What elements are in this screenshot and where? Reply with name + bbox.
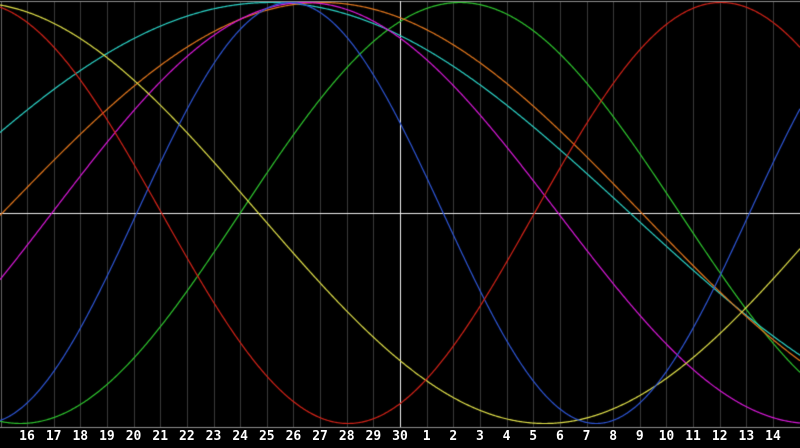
x-axis-label-29: 29: [366, 430, 382, 444]
x-axis-label-26: 26: [286, 430, 302, 444]
x-axis-label-2: 2: [449, 430, 457, 444]
x-axis-label-17: 17: [46, 430, 62, 444]
x-axis-label-25: 25: [259, 430, 275, 444]
x-axis-label-27: 27: [312, 430, 328, 444]
x-axis-label-30: 30: [392, 430, 408, 444]
x-axis-label-12: 12: [712, 430, 728, 444]
x-axis-label-20: 20: [126, 430, 142, 444]
x-axis-label-23: 23: [206, 430, 222, 444]
x-axis-label-13: 13: [739, 430, 755, 444]
x-axis-label-28: 28: [339, 430, 355, 444]
x-axis-label-6: 6: [556, 430, 564, 444]
x-axis-label-4: 4: [503, 430, 511, 444]
x-axis-label-10: 10: [659, 430, 675, 444]
biorhythm-plot-canvas: [0, 0, 800, 448]
x-axis-label-1: 1: [423, 430, 431, 444]
x-axis-label-18: 18: [72, 430, 88, 444]
x-axis-label-21: 21: [152, 430, 168, 444]
x-axis-label-7: 7: [583, 430, 591, 444]
x-axis-label-16: 16: [19, 430, 35, 444]
x-axis-label-14: 14: [765, 430, 781, 444]
x-axis-label-8: 8: [609, 430, 617, 444]
x-axis-label-11: 11: [685, 430, 701, 444]
x-axis-label-22: 22: [179, 430, 195, 444]
x-axis: 1617181920212223242526272829301234567891…: [0, 430, 800, 448]
biorhythm-chart: 1617181920212223242526272829301234567891…: [0, 0, 800, 448]
x-axis-label-24: 24: [232, 430, 248, 444]
x-axis-label-5: 5: [529, 430, 537, 444]
x-axis-label-3: 3: [476, 430, 484, 444]
x-axis-label-19: 19: [99, 430, 115, 444]
x-axis-label-9: 9: [636, 430, 644, 444]
